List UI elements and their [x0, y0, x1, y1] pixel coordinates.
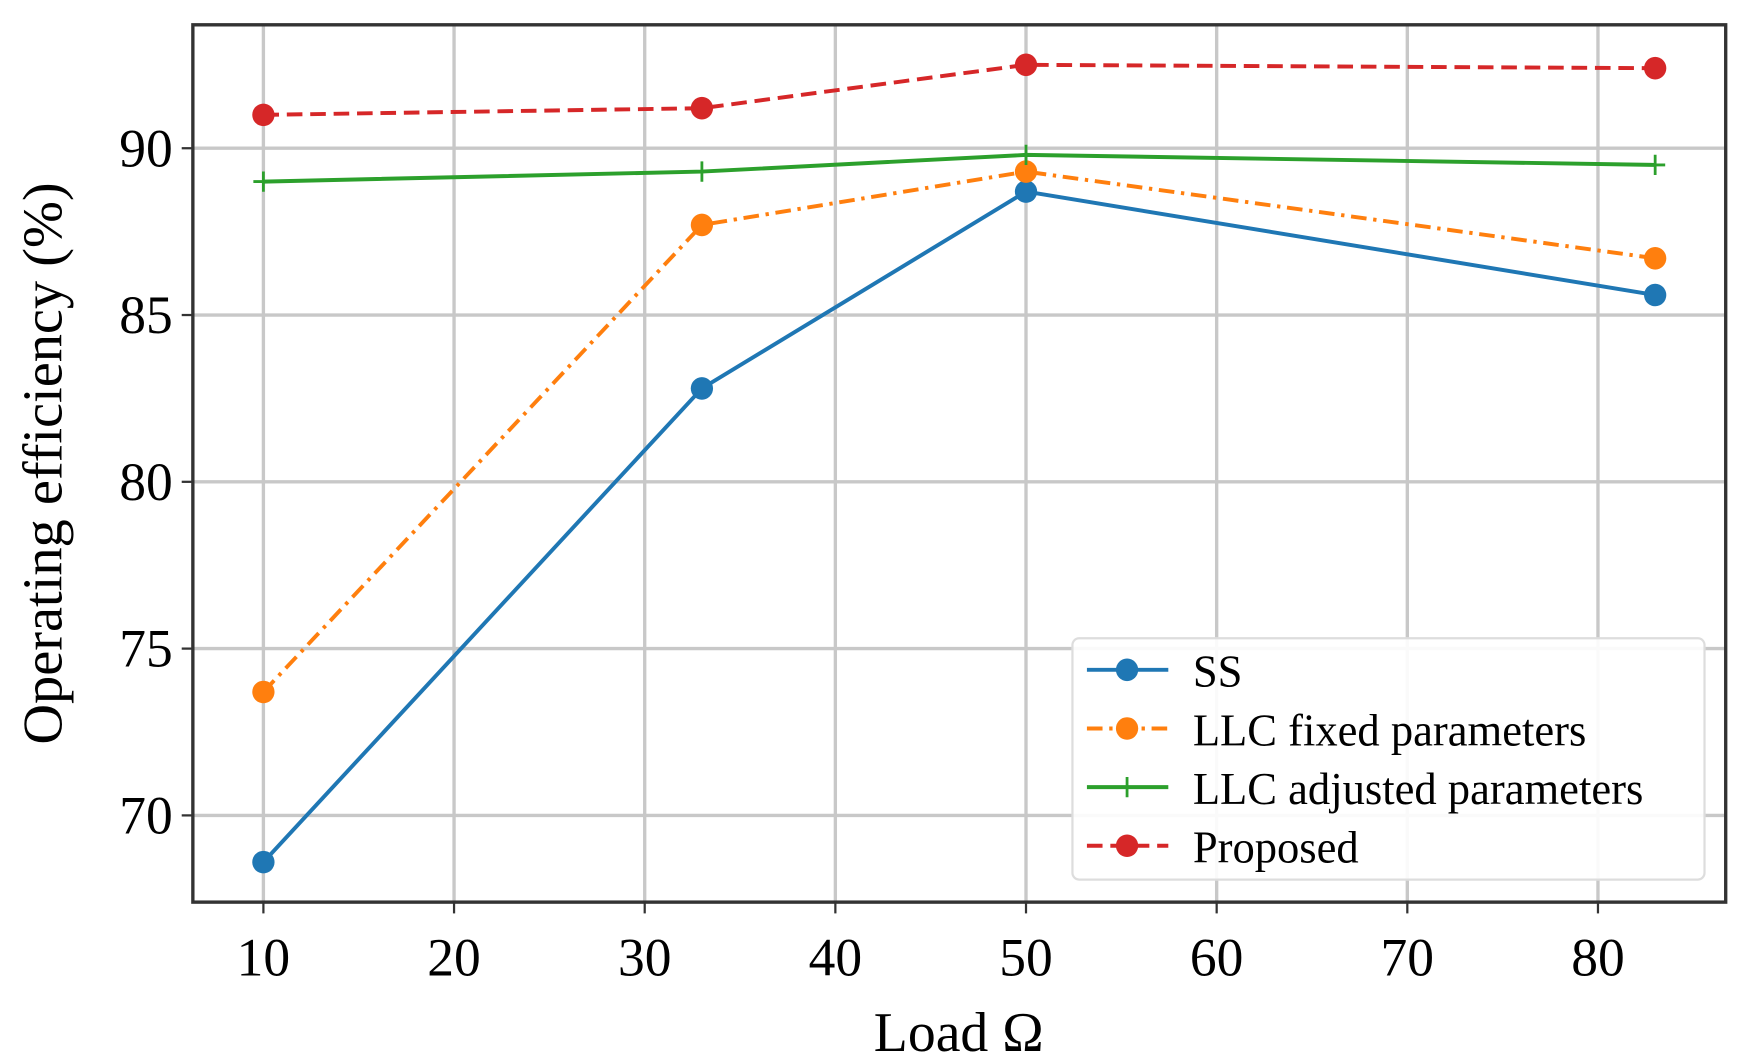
x-tick-label: 10: [237, 927, 290, 987]
legend-marker: [1117, 776, 1138, 798]
data-point: [1014, 53, 1038, 77]
y-tick-label: 80: [119, 452, 172, 512]
series-line: [263, 152, 1656, 184]
legend-marker: [1115, 658, 1139, 682]
y-tick-label: 85: [119, 285, 172, 345]
data-point: [690, 213, 714, 237]
data-point: [1014, 160, 1038, 183]
data-point: [252, 850, 275, 874]
x-tick-label: 20: [427, 927, 480, 987]
plot-frame: [191, 23, 1728, 904]
data-point: [1644, 56, 1667, 80]
legend-marker: [1115, 834, 1139, 858]
data-point: [1644, 283, 1667, 307]
legend-marker: [1115, 717, 1139, 740]
data-point: [1645, 154, 1666, 176]
legend-label: Proposed: [1193, 822, 1359, 872]
data-point: [252, 680, 275, 704]
series-line: [261, 189, 1656, 864]
legend-label: SS: [1193, 647, 1243, 697]
series-group: [252, 53, 1667, 874]
data-point: [691, 161, 712, 182]
x-tick-label: 30: [618, 927, 671, 987]
y-tick-label: 90: [119, 118, 172, 178]
data-point: [690, 96, 714, 120]
ticks: 10 20 30 40 50 60 70 80 70 75 80 85 90: [119, 118, 1624, 987]
data-point: [1014, 180, 1038, 203]
x-tick-label: 40: [809, 927, 862, 987]
y-axis-label: Operating efficiency (%): [13, 182, 75, 744]
y-tick-label: 70: [119, 785, 172, 845]
legend-label: LLC adjusted parameters: [1193, 764, 1644, 814]
legend-label: LLC fixed parameters: [1193, 705, 1587, 755]
x-tick-label: 70: [1381, 927, 1434, 987]
y-tick-label: 75: [119, 618, 172, 678]
x-tick-label: 80: [1571, 927, 1624, 987]
data-point: [690, 377, 714, 400]
series-line: [263, 62, 1656, 117]
legend-box: [1071, 637, 1706, 881]
data-point: [1015, 144, 1037, 166]
series-line: [261, 169, 1656, 694]
data-point: [1644, 247, 1667, 270]
x-tick-label: 50: [999, 927, 1052, 987]
x-axis-label: Load Ω: [874, 1002, 1044, 1060]
x-tick-label: 60: [1190, 927, 1243, 987]
legend: SS LLC fixed parameters LLC adjusted param…: [1071, 637, 1706, 881]
data-point: [252, 103, 275, 127]
data-point: [253, 171, 274, 192]
